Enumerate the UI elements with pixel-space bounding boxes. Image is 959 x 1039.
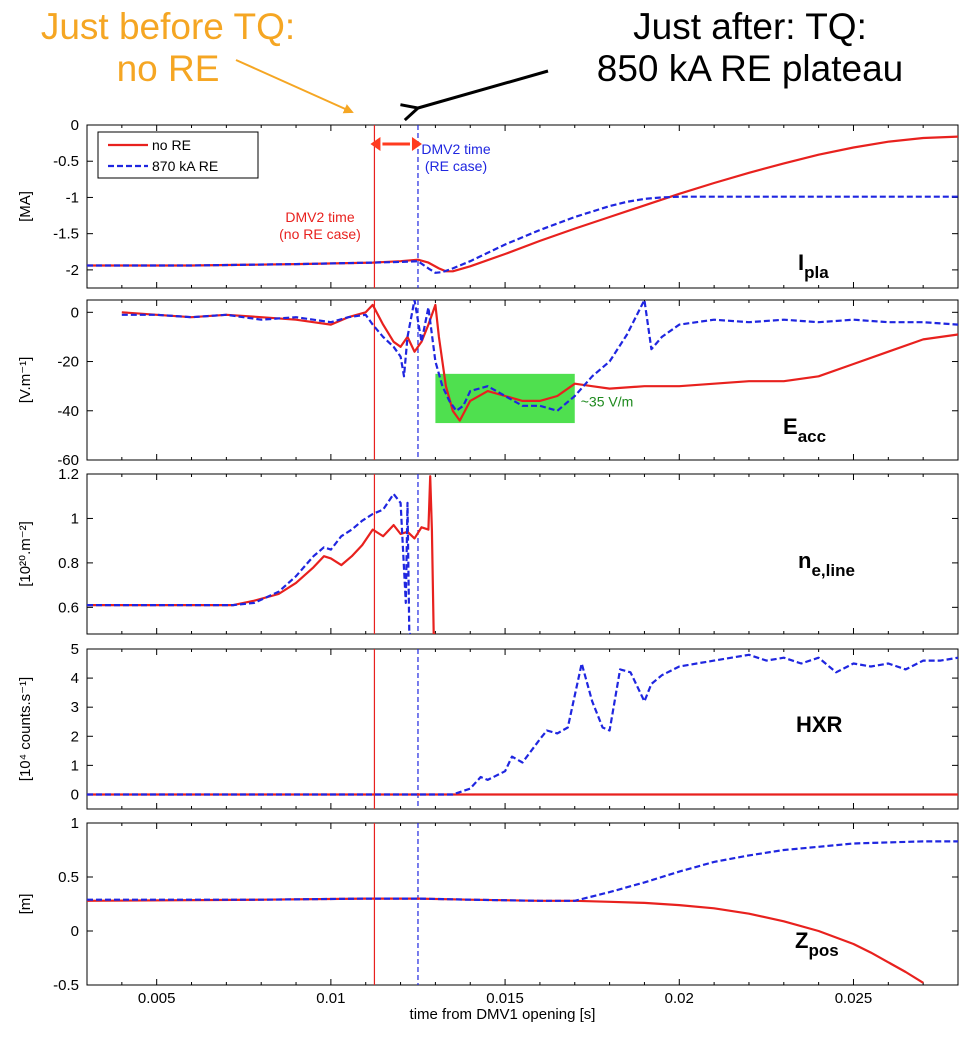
series-line-re bbox=[87, 492, 411, 634]
panel-zpos: -0.5 0 0.5 1 [m] Zpos 0.005 0.01 0.015 0.02 0.025 t… bbox=[17, 815, 959, 1023]
y-tick-label: 0 bbox=[71, 786, 79, 803]
header-after-tq: Just after: TQ: 850 kA RE plateau bbox=[560, 6, 940, 90]
plot-frame bbox=[86, 299, 959, 461]
panel-tag: HXR bbox=[796, 712, 843, 737]
y-tick-label: 2 bbox=[71, 728, 79, 745]
y-tick-label: 0.5 bbox=[58, 869, 79, 886]
plot-frame bbox=[86, 473, 959, 635]
interval-arrow-right-head bbox=[411, 137, 422, 151]
plot-frame bbox=[86, 124, 959, 289]
y-tick-label: -40 bbox=[57, 403, 79, 420]
legend-box bbox=[97, 131, 259, 179]
series-line-re bbox=[87, 840, 958, 902]
y-tick-label: -0.5 bbox=[53, 977, 79, 994]
panel-ipla: 0 -0.5 -1 -1.5 -2 [MA] Ipla no RE 870 kA RE DMV2 … bbox=[17, 117, 959, 289]
arrow-before-tq bbox=[235, 59, 354, 114]
x-tick-label: 0.015 bbox=[486, 990, 524, 1007]
y-axis-label: [V.m⁻¹] bbox=[17, 357, 34, 404]
y-tick-label: -0.5 bbox=[53, 153, 79, 170]
series-line-re bbox=[121, 300, 958, 412]
y-tick-label: -2 bbox=[66, 262, 79, 279]
y-axis-label: [10²⁰.m⁻²] bbox=[17, 521, 34, 587]
header-before-tq-line2: no RE bbox=[116, 48, 220, 89]
y-tick-label: -1 bbox=[66, 189, 79, 206]
dmv2-label: (no RE case) bbox=[279, 226, 361, 242]
legend-label: 870 kA RE bbox=[152, 158, 218, 174]
panel-tag: Zpos bbox=[795, 928, 839, 960]
panel-eacc: ~35 V/m 0 -20 -40 -60 [V.m⁻¹] Eacc bbox=[17, 299, 959, 469]
panel-hxr: 0 1 2 3 4 5 [10⁴ counts.s⁻¹] HXR bbox=[17, 641, 959, 810]
x-tick-label: 0.01 bbox=[316, 990, 345, 1007]
y-tick-label: 0 bbox=[71, 304, 79, 321]
header-before-tq: Just before TQ: no RE bbox=[8, 6, 328, 90]
y-axis-label: [m] bbox=[17, 894, 34, 915]
series-line-re bbox=[87, 653, 958, 796]
y-tick-label: -1.5 bbox=[53, 226, 79, 243]
y-tick-label: 1 bbox=[71, 815, 79, 832]
y-tick-label: 0 bbox=[71, 117, 79, 134]
y-tick-label: 0.6 bbox=[58, 599, 79, 616]
panel-tag: Eacc bbox=[783, 414, 826, 446]
x-tick-label: 0.02 bbox=[665, 990, 694, 1007]
y-tick-label: 4 bbox=[71, 670, 79, 687]
panel-tag: Ipla bbox=[798, 250, 829, 282]
panel-ne: 0.6 0.8 1 1.2 [10²⁰.m⁻²] ne,line bbox=[17, 466, 959, 635]
y-tick-label: 0 bbox=[71, 923, 79, 940]
y-tick-label: 3 bbox=[71, 699, 79, 716]
y-tick-label: -60 bbox=[57, 452, 79, 469]
series-line-no-re bbox=[87, 135, 958, 273]
header-after-tq-line1: Just after: TQ: bbox=[633, 6, 867, 47]
series-line-no-re bbox=[87, 475, 436, 634]
x-tick-label: 0.025 bbox=[835, 990, 873, 1007]
x-axis-label: time from DMV1 opening [s] bbox=[410, 1006, 596, 1023]
panel-tag: ne,line bbox=[798, 548, 855, 580]
x-tick-label: 0.005 bbox=[138, 990, 176, 1007]
y-tick-label: 0.8 bbox=[58, 555, 79, 572]
y-axis-label: [10⁴ counts.s⁻¹] bbox=[17, 677, 34, 781]
legend-label: no RE bbox=[152, 137, 191, 153]
interval-arrow-left-head bbox=[370, 137, 381, 151]
plot-frame bbox=[86, 822, 959, 986]
y-tick-label: 5 bbox=[71, 641, 79, 658]
plot-frame bbox=[86, 648, 959, 810]
y-tick-label: 1.2 bbox=[58, 466, 79, 483]
dmv2-label: DMV2 time bbox=[285, 209, 354, 225]
series-line-re bbox=[87, 195, 958, 274]
dmv2-label: (RE case) bbox=[425, 158, 487, 174]
y-tick-label: 1 bbox=[71, 757, 79, 774]
arrow-after-tq bbox=[418, 69, 549, 108]
header-after-tq-line2: 850 kA RE plateau bbox=[596, 48, 904, 89]
legend: no RE 870 kA RE bbox=[97, 131, 259, 179]
dmv2-label: DMV2 time bbox=[421, 141, 490, 157]
y-axis-label: [MA] bbox=[17, 191, 34, 222]
header-before-tq-line1: Just before TQ: bbox=[40, 6, 296, 47]
y-tick-label: 1 bbox=[71, 510, 79, 527]
highlight-box-label: ~35 V/m bbox=[581, 393, 634, 409]
series-line-no-re bbox=[87, 897, 924, 984]
y-tick-label: -20 bbox=[57, 354, 79, 371]
